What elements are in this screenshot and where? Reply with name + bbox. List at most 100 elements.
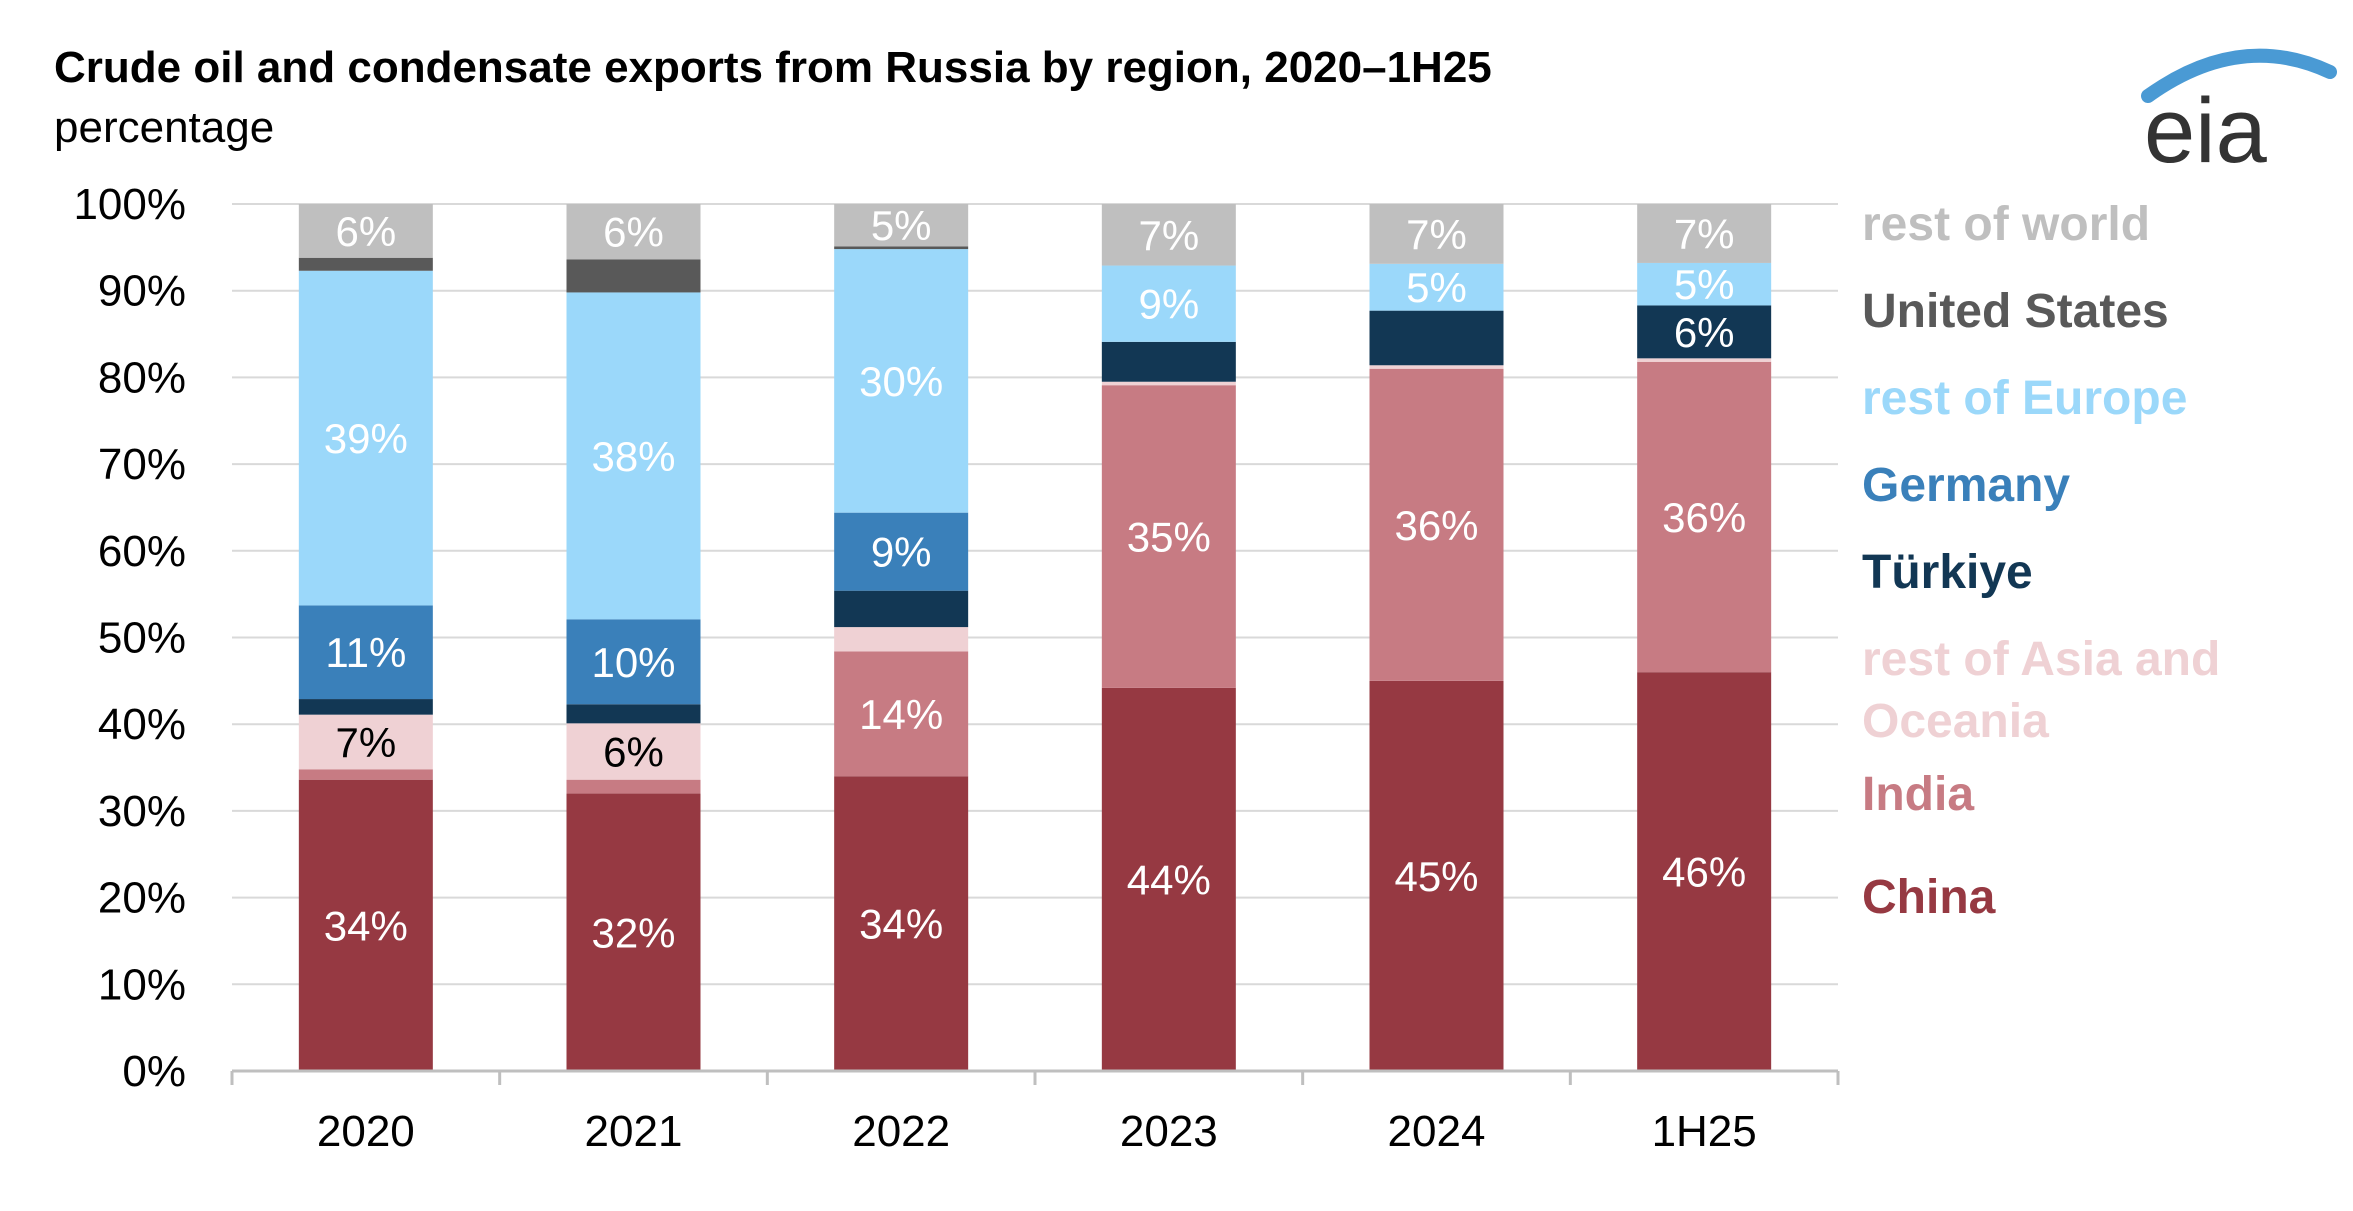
bar-segment — [298, 204, 433, 258]
data-label: 6% — [603, 209, 664, 256]
data-label: 30% — [859, 358, 943, 405]
bar-segment — [1101, 341, 1236, 382]
data-label: 7% — [1674, 210, 1735, 257]
data-label: 36% — [1394, 502, 1478, 549]
data-label: 10% — [591, 639, 675, 686]
x-tick-label: 1H25 — [1652, 1107, 1757, 1156]
data-label: 34% — [324, 902, 408, 949]
legend-entry: rest of Europe — [1862, 372, 2187, 425]
bar-segment — [566, 779, 701, 794]
bar-segment — [566, 704, 701, 724]
y-tick-label: 80% — [98, 353, 186, 402]
bar-segment — [1101, 687, 1236, 1071]
gridlines — [232, 203, 1838, 986]
data-label: 36% — [1662, 494, 1746, 541]
legend-entry: India — [1862, 768, 1974, 821]
bar-segment — [566, 259, 701, 293]
y-tick-label: 30% — [98, 787, 186, 836]
bar-segment — [566, 619, 701, 705]
bar-segment — [1369, 365, 1504, 369]
data-label: 35% — [1127, 513, 1211, 560]
legend-entry: China — [1862, 871, 1996, 924]
y-tick-label: 40% — [98, 700, 186, 749]
bar-segment — [1637, 672, 1772, 1071]
bar-segment — [1369, 368, 1504, 681]
bar-segment — [1101, 204, 1236, 266]
bar-segment — [1101, 381, 1236, 386]
data-label: 14% — [859, 691, 943, 738]
data-label: 9% — [871, 529, 932, 576]
bar-segment — [834, 627, 969, 652]
bar-segment — [298, 257, 433, 271]
bar-segment — [298, 699, 433, 715]
data-label: 45% — [1394, 853, 1478, 900]
y-tick-label: 60% — [98, 527, 186, 576]
bar-segment — [1637, 262, 1772, 306]
data-label: 7% — [1406, 211, 1467, 258]
bar-segment — [566, 204, 701, 260]
bar-segment — [1637, 361, 1772, 673]
bar-segment — [1369, 204, 1504, 264]
y-tick-label: 20% — [98, 874, 186, 923]
legend-entry: rest of Asia and Oceania — [1862, 633, 2220, 748]
chart-subtitle: percentage — [54, 103, 274, 152]
bar-segment — [1369, 310, 1504, 366]
data-label: 6% — [335, 208, 396, 255]
bar-segment — [298, 769, 433, 780]
bar-segment — [834, 590, 969, 628]
bar-segment — [1637, 358, 1772, 362]
bar-segment — [298, 605, 433, 700]
logo-text: eia — [2144, 80, 2268, 182]
data-label: 39% — [324, 415, 408, 462]
bar-segment — [566, 793, 701, 1071]
x-tick-label: 2022 — [852, 1107, 950, 1156]
legend: rest of world United States rest of Europe… — [1862, 198, 2220, 924]
y-axis-ticks: 0% 10% 20% 30% 40% 50% 60% 70% 80% 90% 100% — [73, 180, 186, 1096]
data-label: 5% — [871, 202, 932, 249]
x-tick-label: 2020 — [317, 1107, 415, 1156]
legend-entry: rest of world — [1862, 198, 2150, 251]
data-label: 11% — [325, 629, 406, 676]
data-label: 7% — [335, 719, 396, 766]
bar-segment — [1101, 385, 1236, 688]
bar-segment — [566, 723, 701, 780]
bar-segment — [1101, 265, 1236, 342]
data-label: 44% — [1127, 856, 1211, 903]
y-tick-label: 90% — [98, 267, 186, 316]
y-tick-label: 0% — [122, 1047, 186, 1096]
x-axis: 2020 2021 2022 2023 2024 1H25 — [230, 1069, 1840, 1156]
bar-segment — [298, 270, 433, 606]
bar-segment — [566, 292, 701, 620]
y-tick-label: 70% — [98, 440, 186, 489]
bar-segment — [1369, 680, 1504, 1071]
data-label: 6% — [603, 729, 664, 776]
data-label: 6% — [1674, 309, 1735, 356]
bar-segment — [1369, 263, 1504, 311]
data-label: 7% — [1138, 212, 1199, 259]
bar-segment — [1637, 305, 1772, 359]
bars — [298, 204, 1772, 1071]
y-tick-label: 100% — [73, 180, 186, 229]
x-tick-label: 2024 — [1388, 1107, 1486, 1156]
bar-segment — [1637, 204, 1772, 263]
bar-segment — [834, 204, 969, 247]
y-tick-label: 10% — [98, 960, 186, 1009]
bar-segment — [834, 246, 969, 250]
data-label: 34% — [859, 901, 943, 948]
data-label: 38% — [591, 433, 675, 480]
logo-arc-icon — [2141, 48, 2337, 103]
data-label: 5% — [1406, 264, 1467, 311]
bar-segment — [298, 714, 433, 770]
legend-entry: Germany — [1862, 459, 2070, 512]
eia-logo: eia — [2141, 48, 2337, 182]
bar-segment — [298, 779, 433, 1071]
data-label: 9% — [1138, 281, 1199, 328]
legend-entry: Türkiye — [1862, 546, 2033, 599]
bar-segment — [834, 512, 969, 591]
y-tick-label: 50% — [98, 614, 186, 663]
chart-title: Crude oil and condensate exports from Ru… — [54, 43, 1492, 92]
x-tick-label: 2021 — [585, 1107, 683, 1156]
data-labels: 34% 7% 11% 39% 6% 32% 6% 10% 38% 6% 34% 14% 9% 30% 5% 4… — [324, 202, 1746, 956]
data-label: 46% — [1662, 849, 1746, 896]
